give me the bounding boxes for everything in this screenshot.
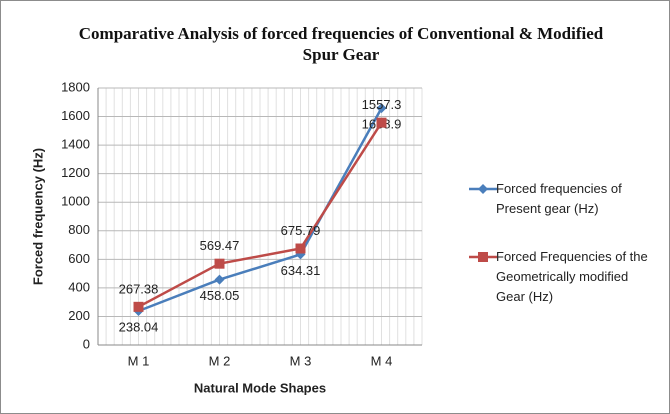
- y-tick-label: 200: [68, 308, 90, 323]
- y-tick-label: 1800: [61, 79, 90, 94]
- y-axis-label: Forced frequency (Hz): [30, 148, 45, 285]
- y-tick-label: 400: [68, 279, 90, 294]
- data-label: 458.05: [200, 288, 240, 303]
- x-tick-label: M 4: [371, 353, 393, 368]
- data-label: 238.04: [119, 319, 159, 334]
- y-tick-label: 1000: [61, 194, 90, 209]
- chart-title: Comparative Analysis of forced frequenci…: [78, 24, 604, 64]
- marker: [376, 117, 387, 128]
- data-label: 267.38: [119, 281, 159, 296]
- series-line: [138, 107, 383, 313]
- y-tick-label: 0: [83, 336, 90, 351]
- legend-entry: Forced Frequencies of the Geometrically …: [496, 249, 648, 304]
- legend-entry: Forced frequencies of Present gear (Hz): [496, 181, 622, 216]
- y-tick-label: 1600: [61, 108, 90, 123]
- data-label: 675.79: [281, 223, 321, 238]
- marker: [133, 301, 144, 312]
- data-label: 569.47: [200, 238, 240, 253]
- data-label: 634.31: [281, 263, 321, 278]
- marker: [214, 258, 225, 269]
- marker: [214, 274, 225, 285]
- y-tick-label: 600: [68, 251, 90, 266]
- x-tick-label: M 3: [290, 353, 312, 368]
- data-label: 1557.3: [362, 97, 402, 112]
- y-tick-label: 1200: [61, 165, 90, 180]
- series-line: [137, 121, 383, 308]
- y-tick-label: 1400: [61, 137, 90, 152]
- marker: [376, 103, 387, 114]
- x-tick-label: M 1: [128, 353, 150, 368]
- marker: [295, 243, 306, 254]
- x-tick-label: M 2: [209, 353, 231, 368]
- y-tick-label: 800: [68, 222, 90, 237]
- x-axis-label: Natural Mode Shapes: [194, 380, 326, 395]
